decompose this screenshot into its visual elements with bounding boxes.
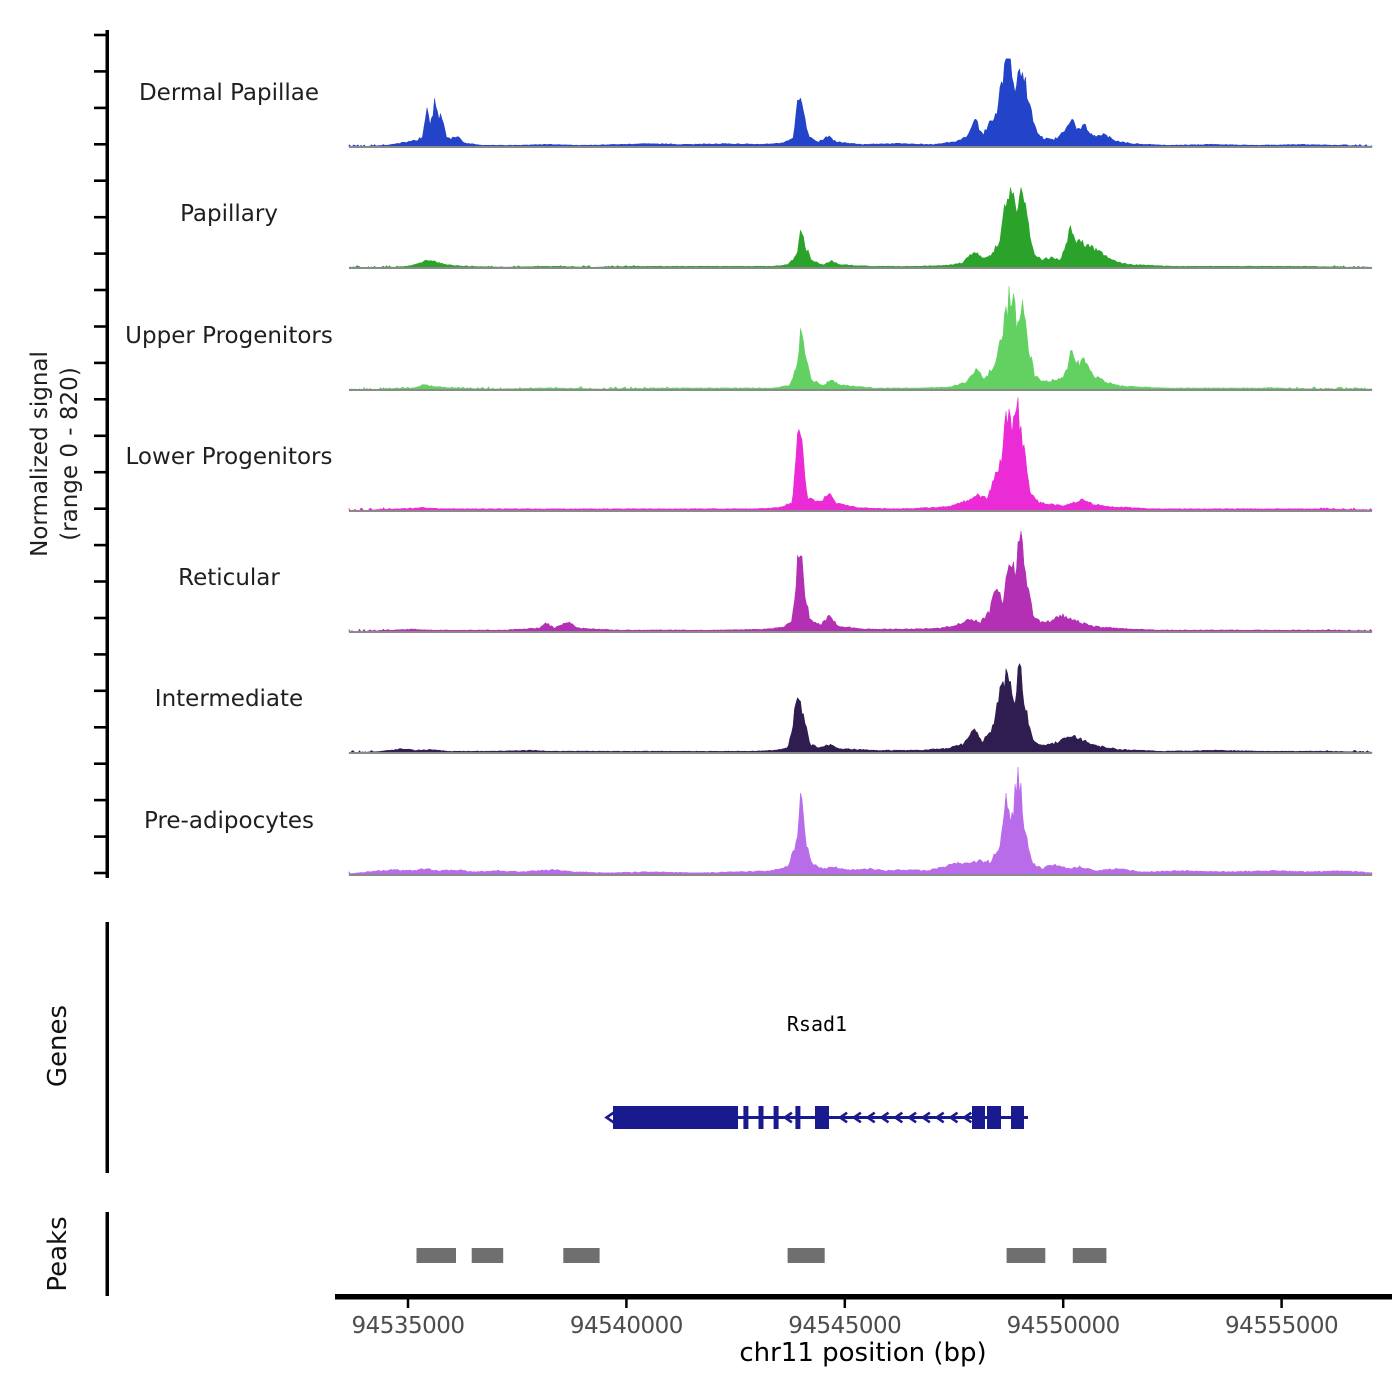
signal-axis-title-line2: (range 0 - 820): [57, 367, 83, 541]
track-upper-progenitors-signal: [348, 286, 1373, 391]
minus-strand-arrow-icon: [893, 1111, 904, 1124]
peak-region-box: [471, 1248, 504, 1263]
minus-strand-arrow-icon: [837, 1111, 848, 1124]
gene-exon-box: [815, 1106, 829, 1129]
peaks-section-label: Peaks: [43, 1216, 73, 1292]
track-label-papillary: Papillary: [180, 201, 278, 227]
track-label-reticular: Reticular: [178, 565, 280, 591]
track-reticular-signal: [348, 531, 1373, 633]
minus-strand-arrow-icon: [948, 1111, 959, 1124]
track-pre-adipocytes: [348, 766, 1373, 876]
x-axis: 94535000 94540000 94545000 94550000 94555000: [335, 1294, 1392, 1339]
track-intermediate: [348, 662, 1373, 754]
peak-region-box: [1072, 1248, 1107, 1263]
minus-strand-arrow-icon: [934, 1111, 945, 1124]
peak-region-box: [416, 1248, 456, 1263]
signal-axis-title-line1: Normalized signal: [27, 351, 53, 557]
peaks-track: [416, 1248, 1107, 1263]
track-upper-progenitors: [348, 286, 1373, 391]
track-reticular: [348, 531, 1373, 633]
minus-strand-arrow-icon: [906, 1111, 917, 1124]
track-intermediate-signal: [348, 662, 1373, 754]
x-axis-tick-label: 94540000: [570, 1313, 683, 1339]
gene-exon-box: [972, 1106, 985, 1129]
track-label-lower-progenitors: Lower Progenitors: [125, 444, 333, 470]
genes-axis-line: [105, 922, 109, 1173]
track-label-intermediate: Intermediate: [154, 686, 304, 712]
track-dermal-papillae: [348, 58, 1373, 148]
peak-region-box: [563, 1248, 600, 1263]
peak-region-box: [1006, 1248, 1046, 1263]
minus-strand-arrow-icon: [879, 1111, 890, 1124]
gene-model-rsad1: [604, 1106, 1028, 1129]
gene-name-label: Rsad1: [786, 1012, 848, 1036]
minus-strand-arrow-icon: [920, 1111, 931, 1124]
peaks-axis-line: [105, 1212, 109, 1296]
track-label-dermal-papillae: Dermal Papillae: [138, 80, 320, 106]
minus-strand-arrow-icon: [604, 1111, 615, 1124]
minus-strand-arrow-icon: [865, 1111, 876, 1124]
track-dermal-papillae-signal: [348, 58, 1373, 148]
minus-strand-arrow-icon: [782, 1111, 793, 1124]
minus-strand-arrow-icon: [962, 1111, 973, 1124]
gene-exon-box: [1011, 1106, 1024, 1129]
x-axis-tick-label: 94550000: [1007, 1313, 1120, 1339]
x-axis-line: [335, 1294, 1392, 1300]
minus-strand-arrow-icon: [851, 1111, 862, 1124]
track-label-upper-progenitors: Upper Progenitors: [125, 323, 333, 349]
x-axis-tick-label: 94545000: [788, 1313, 901, 1339]
track-lower-progenitors-signal: [348, 397, 1373, 512]
signal-axis: [94, 30, 109, 878]
gene-exon-box: [743, 1106, 749, 1129]
x-axis-tick-label: 94535000: [351, 1313, 464, 1339]
track-lower-progenitors: [348, 397, 1373, 512]
gene-exon-box: [987, 1106, 1001, 1129]
x-axis-title: chr11 position (bp): [739, 1338, 987, 1368]
gene-exon-box: [795, 1106, 801, 1129]
track-papillary-signal: [348, 187, 1373, 269]
genes-section-label: Genes: [43, 1004, 73, 1088]
x-axis-tick-label: 94555000: [1225, 1313, 1338, 1339]
track-papillary: [348, 187, 1373, 269]
gene-exon-box: [758, 1106, 764, 1129]
gene-exon-box: [773, 1106, 779, 1129]
track-label-pre-adipocytes: Pre-adipocytes: [143, 808, 315, 834]
peak-region-box: [787, 1248, 825, 1263]
gene-exon-box: [613, 1106, 738, 1129]
track-pre-adipocytes-signal: [348, 766, 1373, 876]
